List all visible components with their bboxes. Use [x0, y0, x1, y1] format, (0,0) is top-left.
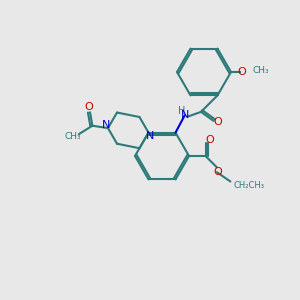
Text: CH₃: CH₃ — [253, 66, 269, 75]
Text: N: N — [181, 110, 189, 120]
Text: O: O — [85, 102, 94, 112]
Text: CH₃: CH₃ — [64, 132, 81, 141]
Text: CH₂CH₃: CH₂CH₃ — [233, 181, 264, 190]
Text: O: O — [214, 117, 223, 128]
Text: H: H — [178, 106, 185, 116]
Text: O: O — [206, 135, 214, 146]
Text: O: O — [214, 167, 223, 177]
Text: O: O — [237, 67, 246, 77]
Text: N: N — [102, 120, 111, 130]
Text: N: N — [146, 130, 154, 141]
